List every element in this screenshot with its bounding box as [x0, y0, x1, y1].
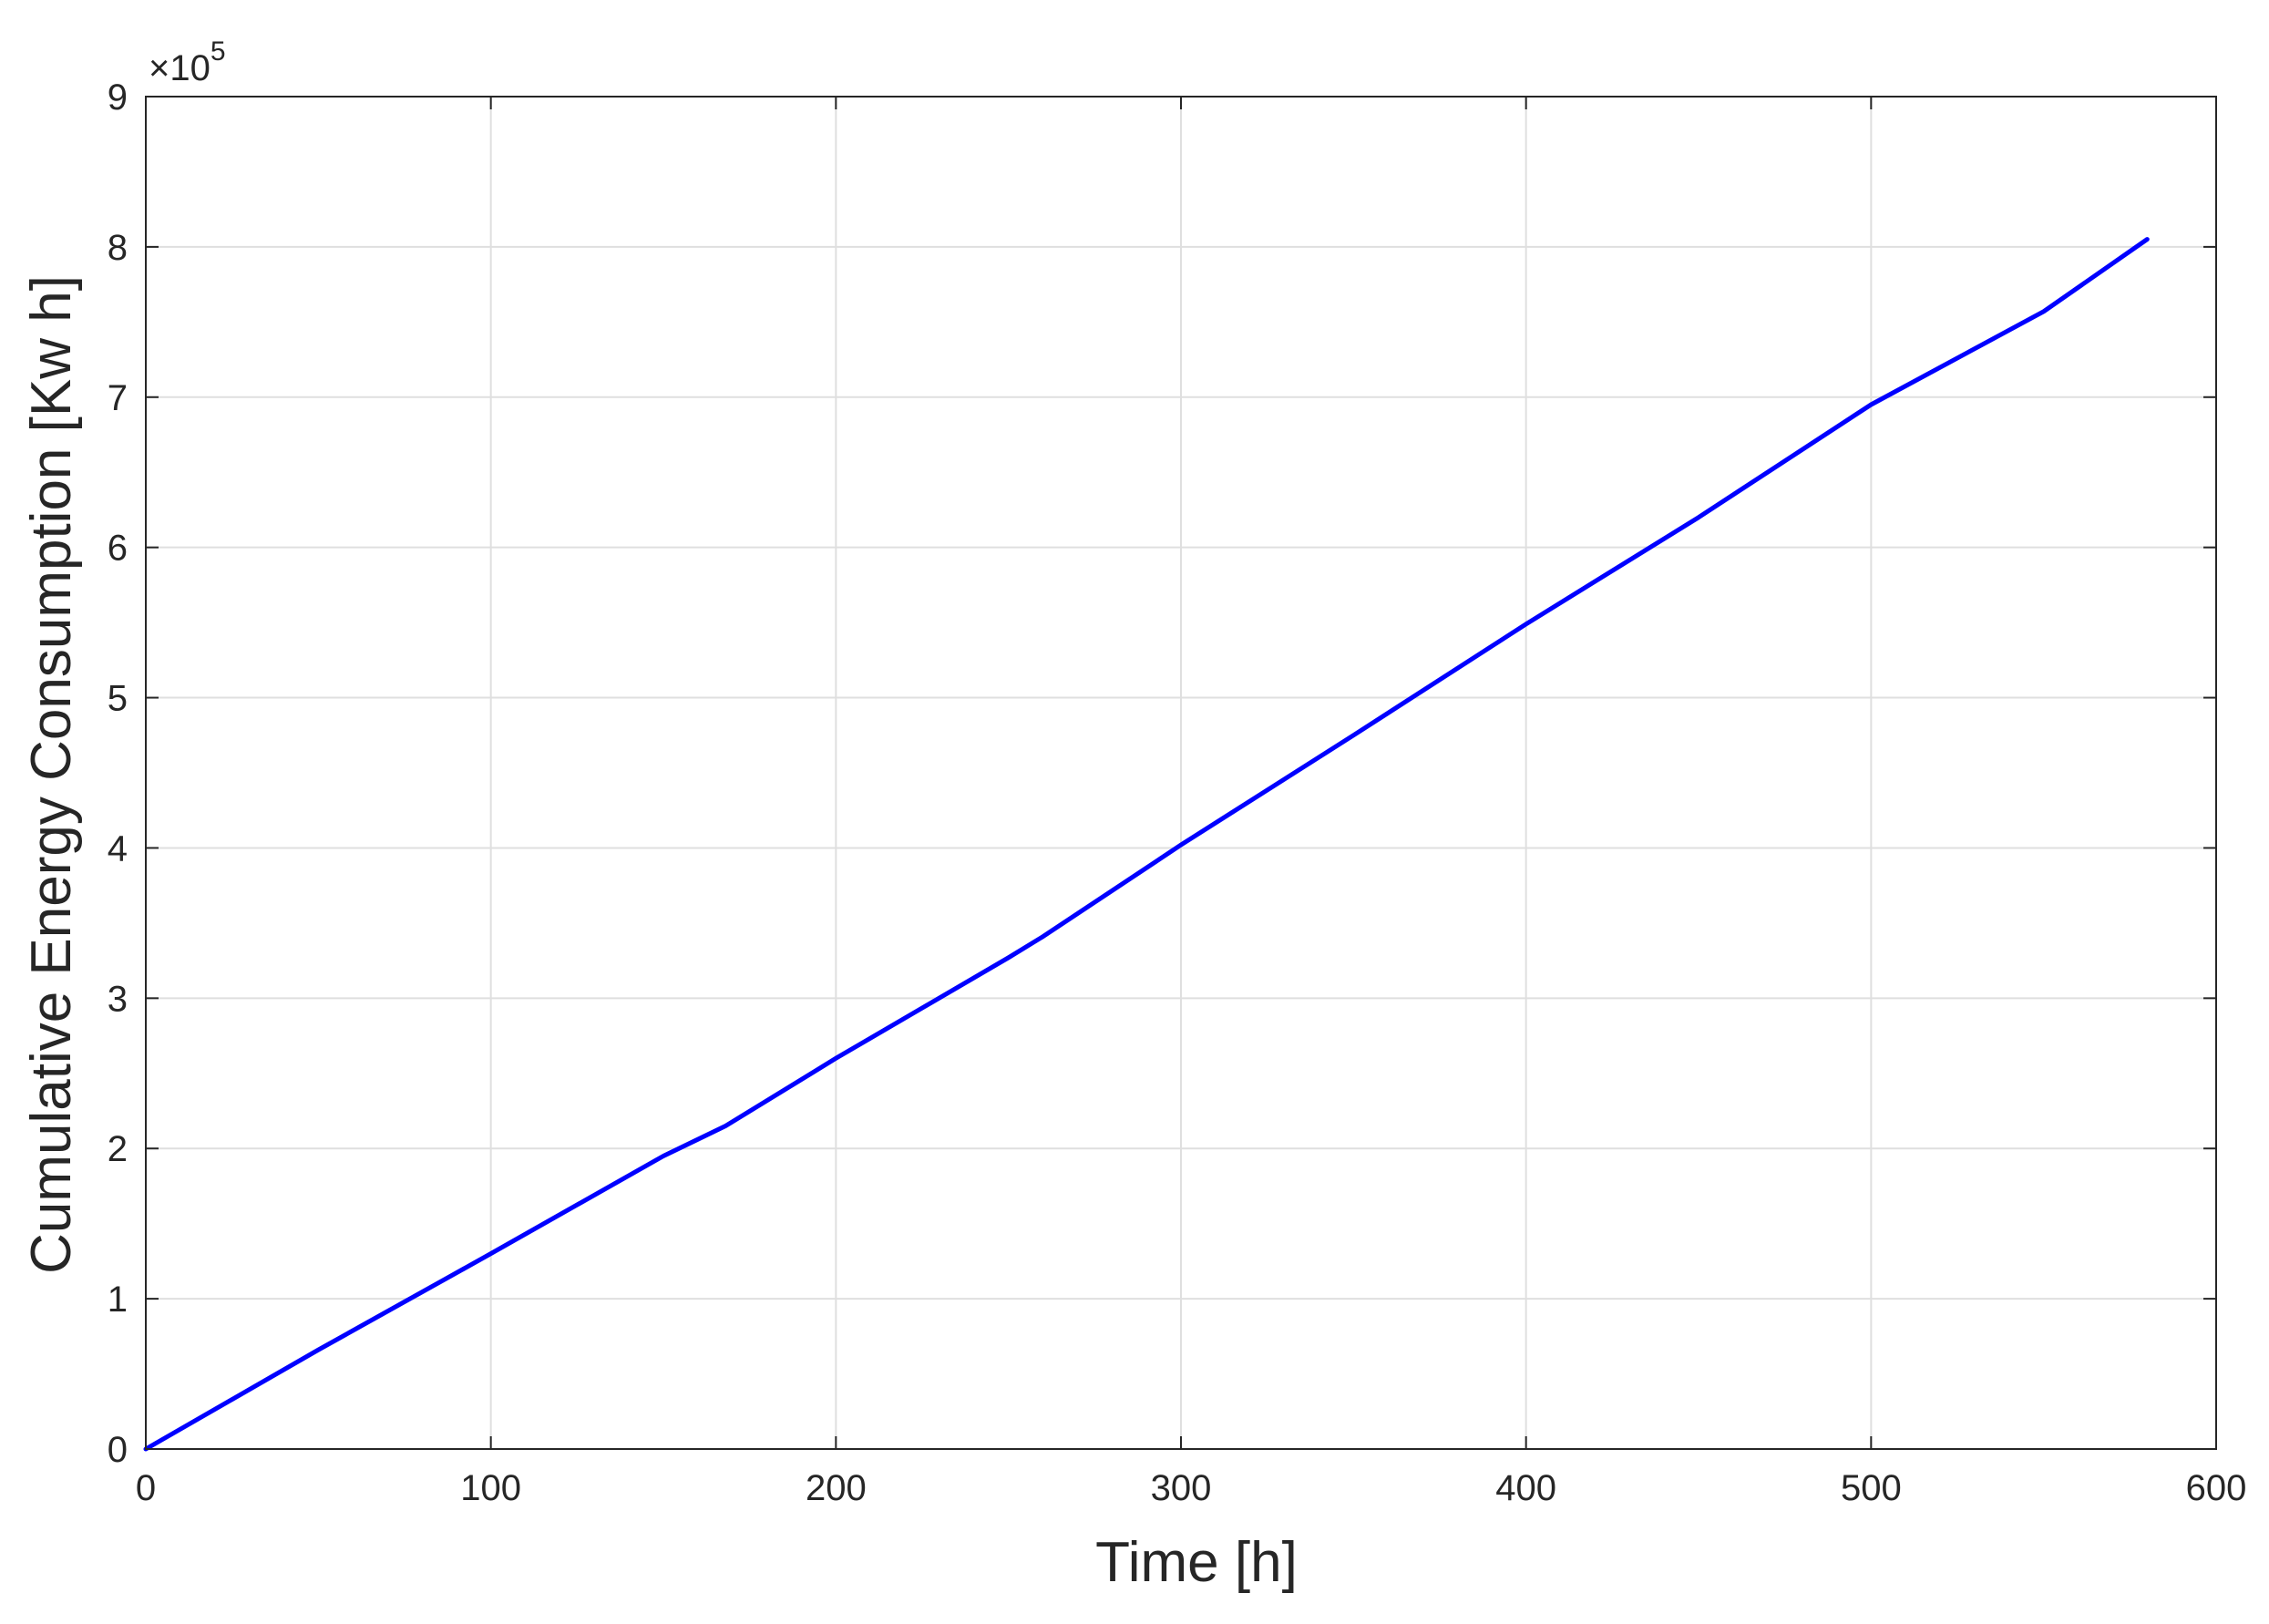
- x-tick-label: 400: [1495, 1468, 1556, 1508]
- y-tick-label: 2: [108, 1129, 128, 1169]
- x-tick-label: 200: [806, 1468, 867, 1508]
- y-axis-title: Cumulative Energy Consumption [Kw h]: [20, 275, 83, 1274]
- series-layer: [143, 237, 2150, 1452]
- data-series-line: [143, 237, 2150, 1452]
- ticks: [145, 96, 2217, 1450]
- exponent-base: ×10: [149, 48, 210, 88]
- y-axis-exponent-label: ×105: [149, 36, 226, 88]
- y-tick-label: 7: [108, 378, 128, 418]
- y-tick-label: 0: [108, 1430, 128, 1470]
- x-tick-label: 0: [136, 1468, 156, 1508]
- y-tick-label: 3: [108, 979, 128, 1019]
- y-tick-label: 6: [108, 529, 128, 569]
- x-tick-label: 500: [1841, 1468, 1902, 1508]
- y-tick-label: 5: [108, 679, 128, 719]
- y-tick-label: 1: [108, 1280, 128, 1320]
- exponent-power: 5: [210, 36, 226, 67]
- x-tick-label: 600: [2186, 1468, 2247, 1508]
- y-tick-label: 8: [108, 228, 128, 268]
- x-tick-label: 300: [1151, 1468, 1212, 1508]
- tick-labels: 0 100 200 300 400 500 600 0 1 2 3 4 5 6 7 8 9: [108, 77, 2247, 1508]
- x-tick-label: 100: [460, 1468, 521, 1508]
- y-tick-label: 4: [108, 828, 128, 869]
- x-axis-title: Time [h]: [1095, 1531, 1298, 1594]
- y-tick-label: 9: [108, 77, 128, 118]
